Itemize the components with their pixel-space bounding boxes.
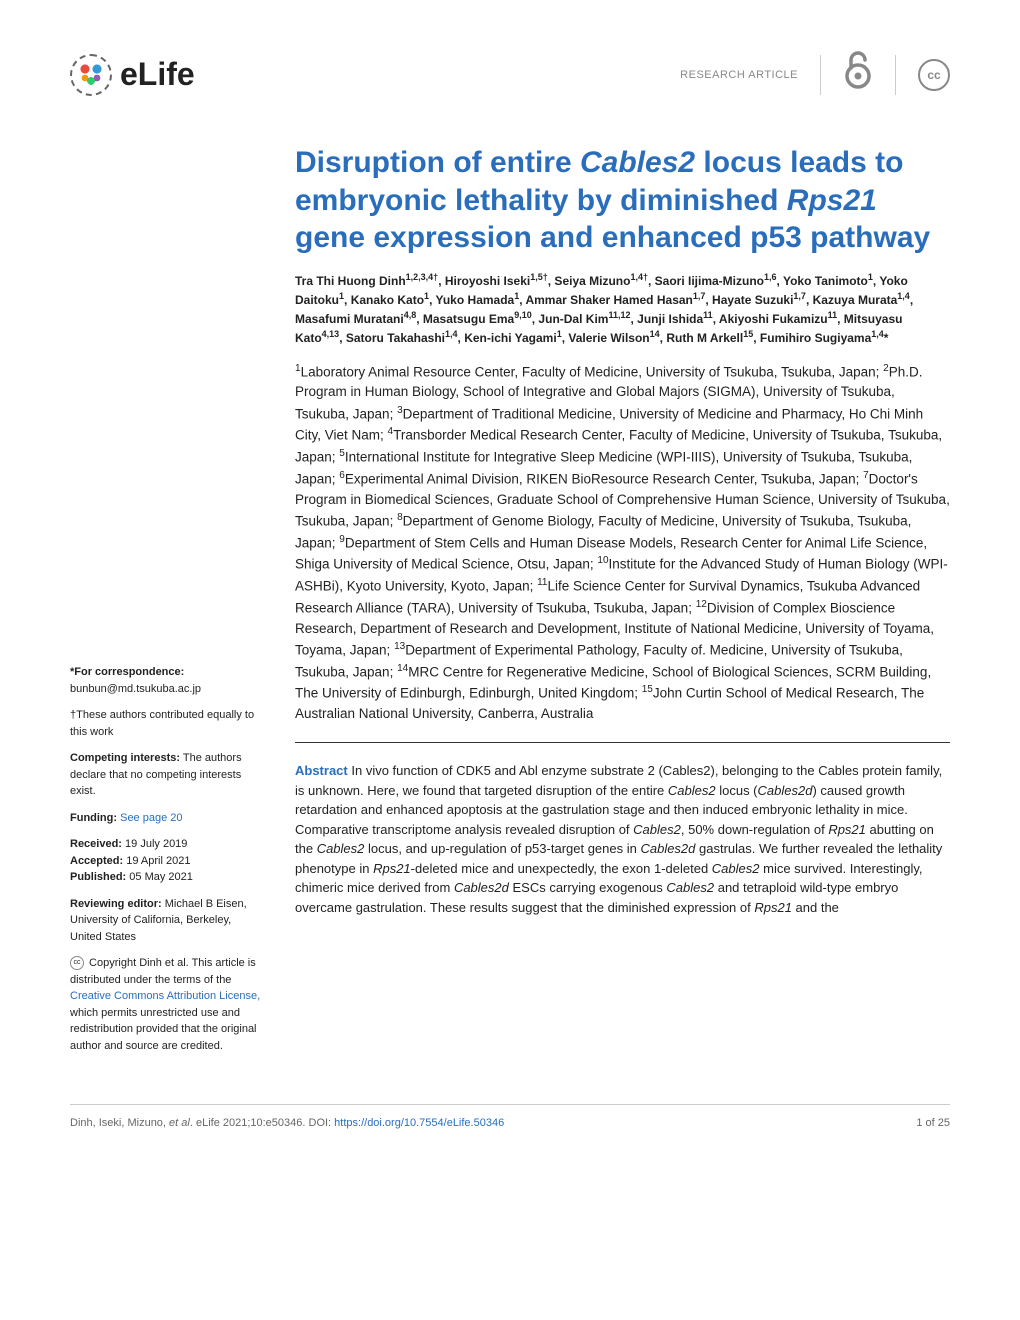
open-access-icon [843,50,873,99]
funding-link[interactable]: See page 20 [117,812,182,824]
correspondence-block: *For correspondence: bunbun@md.tsukuba.a… [70,664,265,697]
published-label: Published: [70,871,126,883]
cc-license-icon: cc [918,59,950,91]
funding-label: Funding: [70,812,117,824]
copyright-block: cc Copyright Dinh et al. This article is… [70,955,265,1054]
reviewing-label: Reviewing editor: [70,898,162,910]
abstract-label: Abstract [295,763,348,778]
reviewing-editor-block: Reviewing editor: Michael B Eisen, Unive… [70,896,265,946]
cc-small-icon: cc [70,956,84,970]
dates-block: Received: 19 July 2019 Accepted: 19 Apri… [70,836,265,886]
header-divider [820,55,821,95]
section-divider [295,742,950,743]
page-number: 1 of 25 [916,1117,950,1129]
page-footer: Dinh, Iseki, Mizuno, et al. eLife 2021;1… [70,1104,950,1129]
received-date: 19 July 2019 [122,838,187,850]
equal-contribution: †These authors contributed equally to th… [70,707,265,740]
competing-interests: Competing interests: The authors declare… [70,750,265,800]
article-type-label: RESEARCH ARTICLE [680,69,798,81]
elife-logo-icon [70,54,112,96]
funding-block: Funding: See page 20 [70,810,265,827]
abstract-body: In vivo function of CDK5 and Abl enzyme … [295,763,942,915]
published-date: 05 May 2021 [126,871,193,883]
main-column: Disruption of entire Cables2 locus leads… [295,144,950,1064]
copyright-suffix: which permits unrestricted use and redis… [70,1007,257,1052]
copyright-license-link[interactable]: Creative Commons Attribution License, [70,990,260,1002]
copyright-prefix: Copyright Dinh et al. This article is di… [70,957,256,986]
abstract-block: Abstract In vivo function of CDK5 and Ab… [295,761,950,917]
accepted-label: Accepted: [70,855,123,867]
page-header: eLife RESEARCH ARTICLE cc [70,50,950,99]
affiliations-list: 1Laboratory Animal Resource Center, Facu… [295,361,950,725]
footer-citation: Dinh, Iseki, Mizuno, et al. eLife 2021;1… [70,1117,504,1129]
competing-label: Competing interests: [70,752,180,764]
accepted-date: 19 April 2021 [123,855,190,867]
journal-logo: eLife [70,54,195,96]
author-list: Tra Thi Huong Dinh1,2,3,4†, Hiroyoshi Is… [295,271,950,347]
header-badges: RESEARCH ARTICLE cc [680,50,950,99]
correspondence-label: *For correspondence: [70,666,184,678]
journal-name: eLife [120,56,195,93]
article-title: Disruption of entire Cables2 locus leads… [295,144,950,257]
correspondence-email: bunbun@md.tsukuba.ac.jp [70,683,201,695]
content-area: *For correspondence: bunbun@md.tsukuba.a… [70,144,950,1064]
header-divider [895,55,896,95]
received-label: Received: [70,838,122,850]
sidebar-meta: *For correspondence: bunbun@md.tsukuba.a… [70,144,265,1064]
doi-link[interactable]: https://doi.org/10.7554/eLife.50346 [334,1117,504,1129]
